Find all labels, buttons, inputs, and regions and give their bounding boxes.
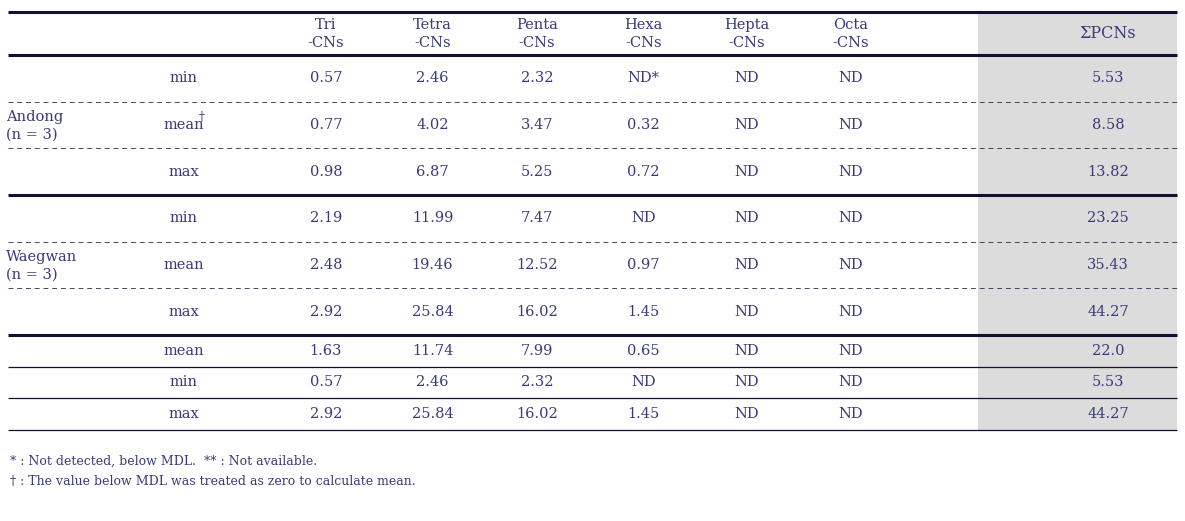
Text: 0.57: 0.57 bbox=[309, 71, 342, 85]
Text: * : Not detected, below MDL.  ** : Not available.: * : Not detected, below MDL. ** : Not av… bbox=[9, 455, 318, 468]
Text: min: min bbox=[169, 376, 198, 390]
Text: ND: ND bbox=[632, 376, 655, 390]
Text: 2.46: 2.46 bbox=[416, 71, 449, 85]
Text: max: max bbox=[168, 165, 199, 179]
Text: Andong: Andong bbox=[6, 110, 63, 124]
Text: 0.57: 0.57 bbox=[309, 376, 342, 390]
Text: ND: ND bbox=[735, 305, 758, 319]
Text: 2.32: 2.32 bbox=[520, 376, 553, 390]
Text: 1.63: 1.63 bbox=[309, 344, 342, 358]
Text: ND: ND bbox=[735, 212, 758, 226]
Text: 12.52: 12.52 bbox=[515, 258, 558, 272]
Text: min: min bbox=[169, 71, 198, 85]
Text: Tetra: Tetra bbox=[414, 18, 451, 32]
Text: 23.25: 23.25 bbox=[1087, 212, 1129, 226]
Text: -CNs: -CNs bbox=[626, 36, 661, 50]
Text: Waegwan: Waegwan bbox=[6, 250, 77, 264]
Text: 2.32: 2.32 bbox=[520, 71, 553, 85]
Text: ND: ND bbox=[735, 344, 758, 358]
Text: 5.25: 5.25 bbox=[520, 165, 553, 179]
Text: 16.02: 16.02 bbox=[515, 407, 558, 421]
Text: 5.53: 5.53 bbox=[1091, 376, 1125, 390]
Text: 6.87: 6.87 bbox=[416, 165, 449, 179]
Text: 7.99: 7.99 bbox=[520, 344, 553, 358]
Text: min: min bbox=[169, 212, 198, 226]
Text: mean: mean bbox=[164, 258, 204, 272]
Text: 11.74: 11.74 bbox=[412, 344, 453, 358]
Text: ND: ND bbox=[735, 376, 758, 390]
Text: 8.58: 8.58 bbox=[1091, 118, 1125, 132]
Text: 11.99: 11.99 bbox=[412, 212, 453, 226]
Text: ND: ND bbox=[839, 165, 863, 179]
Text: 0.65: 0.65 bbox=[627, 344, 660, 358]
Text: max: max bbox=[168, 305, 199, 319]
Text: 4.02: 4.02 bbox=[416, 118, 449, 132]
Text: -CNs: -CNs bbox=[833, 36, 869, 50]
Text: 1.45: 1.45 bbox=[627, 407, 660, 421]
Text: 25.84: 25.84 bbox=[411, 305, 454, 319]
Text: 2.19: 2.19 bbox=[309, 212, 342, 226]
Text: 0.77: 0.77 bbox=[309, 118, 342, 132]
Text: ND: ND bbox=[735, 118, 758, 132]
Text: † : The value below MDL was treated as zero to calculate mean.: † : The value below MDL was treated as z… bbox=[9, 475, 416, 488]
Text: ND: ND bbox=[839, 407, 863, 421]
Text: 22.0: 22.0 bbox=[1091, 344, 1125, 358]
Text: Hepta: Hepta bbox=[724, 18, 769, 32]
Text: ΣPCNs: ΣPCNs bbox=[1080, 26, 1136, 43]
Text: mean: mean bbox=[164, 118, 204, 132]
Text: -CNs: -CNs bbox=[519, 36, 555, 50]
Text: ND: ND bbox=[735, 165, 758, 179]
Text: 25.84: 25.84 bbox=[411, 407, 454, 421]
Text: Tri: Tri bbox=[315, 18, 337, 32]
Text: -CNs: -CNs bbox=[415, 36, 450, 50]
Text: 7.47: 7.47 bbox=[520, 212, 553, 226]
Text: ND: ND bbox=[735, 407, 758, 421]
Text: Octa: Octa bbox=[833, 18, 869, 32]
Text: ND: ND bbox=[839, 376, 863, 390]
Text: ND: ND bbox=[839, 305, 863, 319]
Text: 35.43: 35.43 bbox=[1087, 258, 1129, 272]
Text: ND*: ND* bbox=[627, 71, 660, 85]
Text: 0.98: 0.98 bbox=[309, 165, 342, 179]
Text: 0.97: 0.97 bbox=[627, 258, 660, 272]
Text: ND: ND bbox=[735, 258, 758, 272]
Text: 0.32: 0.32 bbox=[627, 118, 660, 132]
Text: 13.82: 13.82 bbox=[1087, 165, 1129, 179]
Text: ND: ND bbox=[839, 71, 863, 85]
Text: ND: ND bbox=[839, 118, 863, 132]
Text: 1.45: 1.45 bbox=[627, 305, 660, 319]
Text: 3.47: 3.47 bbox=[520, 118, 553, 132]
Text: 16.02: 16.02 bbox=[515, 305, 558, 319]
Text: 19.46: 19.46 bbox=[411, 258, 454, 272]
Text: max: max bbox=[168, 407, 199, 421]
Text: 2.92: 2.92 bbox=[309, 305, 342, 319]
Text: 2.48: 2.48 bbox=[309, 258, 342, 272]
Text: Hexa: Hexa bbox=[624, 18, 662, 32]
Text: -CNs: -CNs bbox=[308, 36, 344, 50]
Text: mean: mean bbox=[164, 344, 204, 358]
Text: ND: ND bbox=[632, 212, 655, 226]
Text: 2.92: 2.92 bbox=[309, 407, 342, 421]
Text: 2.46: 2.46 bbox=[416, 376, 449, 390]
Text: 44.27: 44.27 bbox=[1087, 407, 1129, 421]
Text: Penta: Penta bbox=[515, 18, 558, 32]
Text: ND: ND bbox=[839, 344, 863, 358]
Bar bbox=[978, 12, 1177, 430]
Text: -CNs: -CNs bbox=[729, 36, 764, 50]
Text: (n = 3): (n = 3) bbox=[6, 268, 58, 282]
Text: 0.72: 0.72 bbox=[627, 165, 660, 179]
Text: ND: ND bbox=[735, 71, 758, 85]
Text: 5.53: 5.53 bbox=[1091, 71, 1125, 85]
Text: 44.27: 44.27 bbox=[1087, 305, 1129, 319]
Text: (n = 3): (n = 3) bbox=[6, 128, 58, 142]
Text: ND: ND bbox=[839, 258, 863, 272]
Text: †: † bbox=[199, 111, 205, 125]
Text: ND: ND bbox=[839, 212, 863, 226]
